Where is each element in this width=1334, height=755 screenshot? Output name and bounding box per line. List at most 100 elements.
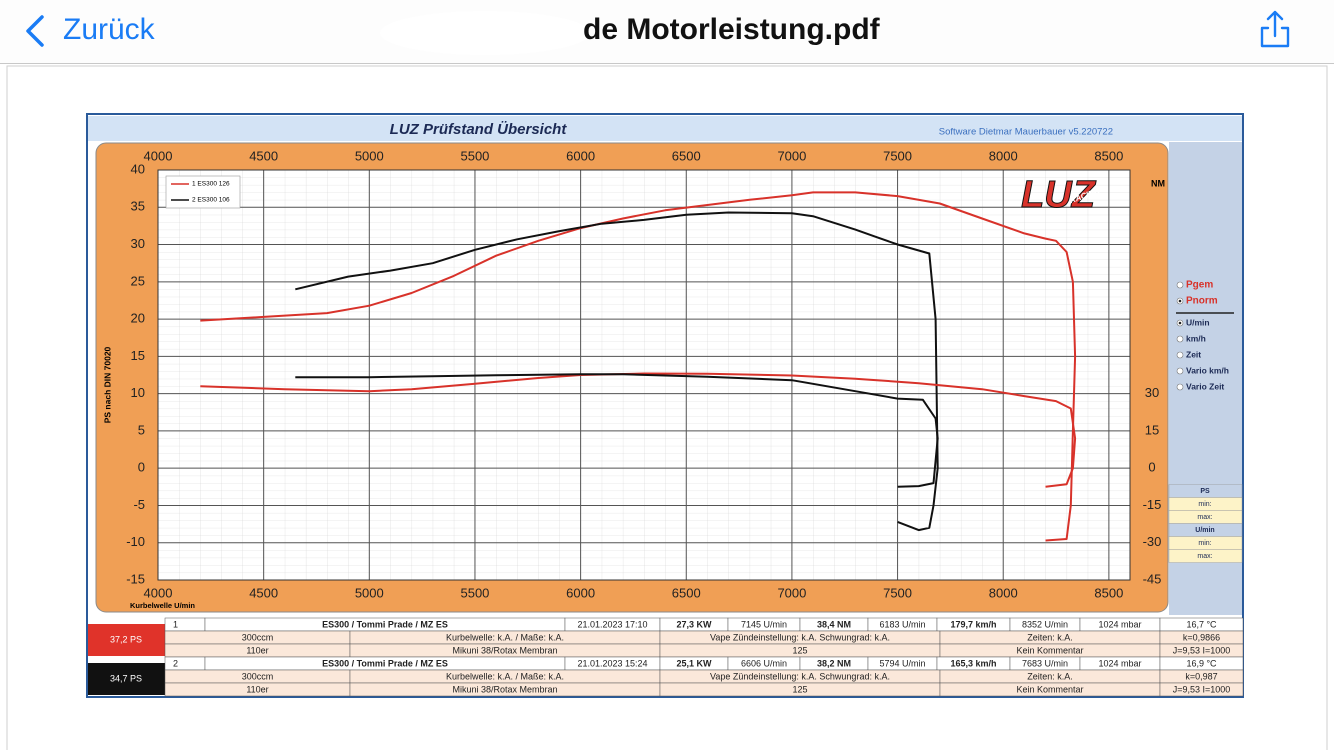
radio-label[interactable]: Vario km/h (1186, 365, 1229, 375)
x-tick-label: 6000 (566, 585, 595, 600)
y2-tick-label: 30 (1145, 385, 1159, 400)
y-tick-label: 5 (138, 422, 145, 437)
series-line (295, 373, 939, 488)
table-cell-text: 6183 U/min (879, 619, 925, 629)
table-cell-text: Zeiten: k.A. (1027, 632, 1073, 642)
y-tick-label: 20 (131, 311, 145, 326)
table-cell-text: 110er (246, 645, 268, 655)
table-cell (1159, 682, 1244, 697)
table-cell-text: 179,7 km/h (950, 619, 996, 629)
y2-tick-label: 0 (1148, 460, 1155, 475)
x-tick-label: 5500 (460, 148, 489, 163)
y2-tick-label: -45 (1143, 571, 1162, 586)
series-line (295, 211, 939, 532)
table-cell-text: 1024 mbar (1098, 619, 1141, 629)
table-cell-text: 125 (792, 684, 807, 694)
y-tick-label: 10 (131, 385, 145, 400)
document-title: de Motorleistung.pdf (583, 13, 881, 46)
redaction (380, 11, 590, 55)
chart: 4000400045004500500050005500550060006000… (102, 148, 1165, 610)
x-tick-label: 5000 (355, 585, 384, 600)
table-cell-text: 2 (173, 658, 178, 668)
x-tick-label: 8500 (1094, 148, 1123, 163)
software-note: Software Dietmar Mauerbauer v5.220722 (939, 127, 1113, 138)
summary-label: min: (1198, 540, 1211, 547)
run-badge-label: 34,7 PS (110, 673, 142, 683)
plot-border (157, 169, 1131, 581)
x-tick-label: 8500 (1094, 585, 1123, 600)
run-badge (88, 624, 165, 656)
table-cell-text: 27,3 KW (676, 619, 712, 629)
table-cell-text: 7145 U/min (741, 619, 787, 629)
table-cell-text: Mikuni 38/Rotax Membran (452, 645, 557, 655)
results-table: 37,2 PS 1 ES300 / Tommi Prade / MZ ES 21.01… (88, 617, 1244, 697)
table-cell-text: 7683 U/min (1022, 658, 1068, 668)
table-cell-text: 8352 U/min (1022, 619, 1068, 629)
nav-bar (0, 0, 1334, 63)
y-tick-label: -5 (133, 497, 145, 512)
radio-label[interactable]: U/min (1186, 317, 1210, 327)
x-tick-label: 6000 (566, 148, 595, 163)
table-cell-text: 165,3 km/h (950, 658, 996, 668)
radio-label[interactable]: Pgem (1186, 280, 1213, 291)
back-chevron[interactable] (26, 15, 44, 47)
summary-cell (1168, 549, 1243, 563)
x-tick-label: 4000 (144, 585, 173, 600)
table-cell-text: 16,9 °C (1186, 658, 1217, 668)
table-cell-text: 1024 mbar (1098, 658, 1141, 668)
table-cell-text: 21.01.2023 17:10 (577, 619, 647, 629)
table-cell-text: k=0,9866 (1183, 632, 1220, 642)
y-tick-label: 40 (131, 161, 145, 176)
table-cell-text: Kurbelwelle: k.A. / Maße: k.A. (446, 671, 564, 681)
y-tick-label: 25 (131, 273, 145, 288)
radio-button[interactable] (1176, 367, 1184, 375)
table-cell-text: 110er (246, 684, 268, 694)
summary-label: max: (1197, 514, 1212, 521)
back-button[interactable]: Zurück (63, 13, 156, 46)
summary-label: max: (1197, 553, 1212, 560)
table-cell-text: Zeiten: k.A. (1027, 671, 1073, 681)
run-badge (88, 663, 165, 695)
radio-button[interactable] (1176, 351, 1184, 359)
legend-label: 2 ES300 106 (192, 197, 230, 204)
share-button[interactable] (1260, 10, 1290, 48)
radio-button[interactable] (1176, 335, 1184, 343)
x-tick-label: 5000 (355, 148, 384, 163)
series-line (200, 372, 1077, 488)
y2-tick-label: 15 (1145, 422, 1159, 437)
table-cell-text: 300ccm (242, 632, 274, 642)
radio-label[interactable]: Pnorm (1186, 296, 1218, 307)
table-cell-text: 6606 U/min (741, 658, 787, 668)
table-cell-text: J=9,53 I=1000 (1173, 684, 1231, 694)
table-cell-text: 25,1 KW (676, 658, 712, 668)
table-cell-text: 125 (792, 645, 807, 655)
table-cell-text: 1 (173, 619, 178, 629)
legend-label: 1 ES300 126 (192, 181, 230, 188)
x-tick-label: 6500 (672, 585, 701, 600)
x-tick-label: 7000 (777, 585, 806, 600)
radio-button[interactable] (1176, 281, 1184, 289)
y-axis-label: PS nach DIN 70020 (102, 346, 112, 423)
table-cell-text: Vape Zündeinstellung: k.A. Schwungrad: k… (710, 632, 890, 642)
radio-label[interactable]: km/h (1186, 333, 1206, 343)
table-cell-text: 38,4 NM (817, 619, 851, 629)
y-tick-label: 0 (138, 460, 145, 475)
radio-label[interactable]: Zeit (1186, 349, 1201, 359)
run-badge-label: 37,2 PS (110, 634, 142, 644)
report-header (88, 116, 1242, 141)
table-cell-text: Kein Kommentar (1016, 684, 1083, 694)
x-tick-label: 4500 (249, 585, 278, 600)
table-cell (164, 617, 206, 632)
radio-label[interactable]: Vario Zeit (1186, 381, 1224, 391)
table-cell-text: 38,2 NM (817, 658, 851, 668)
summary-label: PS (1200, 488, 1210, 495)
radio-button[interactable] (1176, 383, 1184, 391)
table-cell (164, 656, 206, 671)
legend-box (165, 175, 241, 209)
table-cell-text: Kurbelwelle: k.A. / Maße: k.A. (446, 632, 564, 642)
x-tick-label: 4000 (144, 148, 173, 163)
y-tick-label: 15 (131, 348, 145, 363)
radio-dot (1178, 299, 1182, 303)
y2-tick-label: -30 (1143, 534, 1162, 549)
